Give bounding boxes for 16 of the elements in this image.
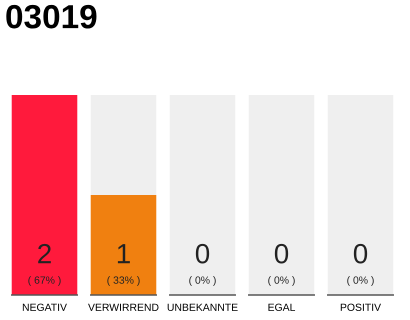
annotation: ( 67% ) bbox=[28, 276, 61, 286]
x-tick-label: EGAL bbox=[268, 304, 296, 311]
x-tick-label: POSITIV bbox=[340, 304, 382, 311]
annotation: ( 0% ) bbox=[268, 276, 295, 286]
annotation: ( 0% ) bbox=[347, 276, 374, 286]
data-label: 2 bbox=[38, 244, 51, 264]
annotation: ( 0% ) bbox=[189, 276, 216, 286]
x-tick-label: VERWIRREND bbox=[88, 304, 158, 311]
annotation: 0 bbox=[274, 244, 288, 264]
data-label: 1 bbox=[118, 244, 130, 264]
x-tick-label: NEGATIV bbox=[22, 304, 67, 311]
annotation: 0 bbox=[354, 244, 368, 264]
annotation: ( 33% ) bbox=[107, 276, 140, 286]
chart-title: 03019 bbox=[6, 4, 96, 29]
annotation: 0 bbox=[196, 244, 210, 264]
x-tick-label: UNBEKANNTE bbox=[168, 304, 238, 311]
